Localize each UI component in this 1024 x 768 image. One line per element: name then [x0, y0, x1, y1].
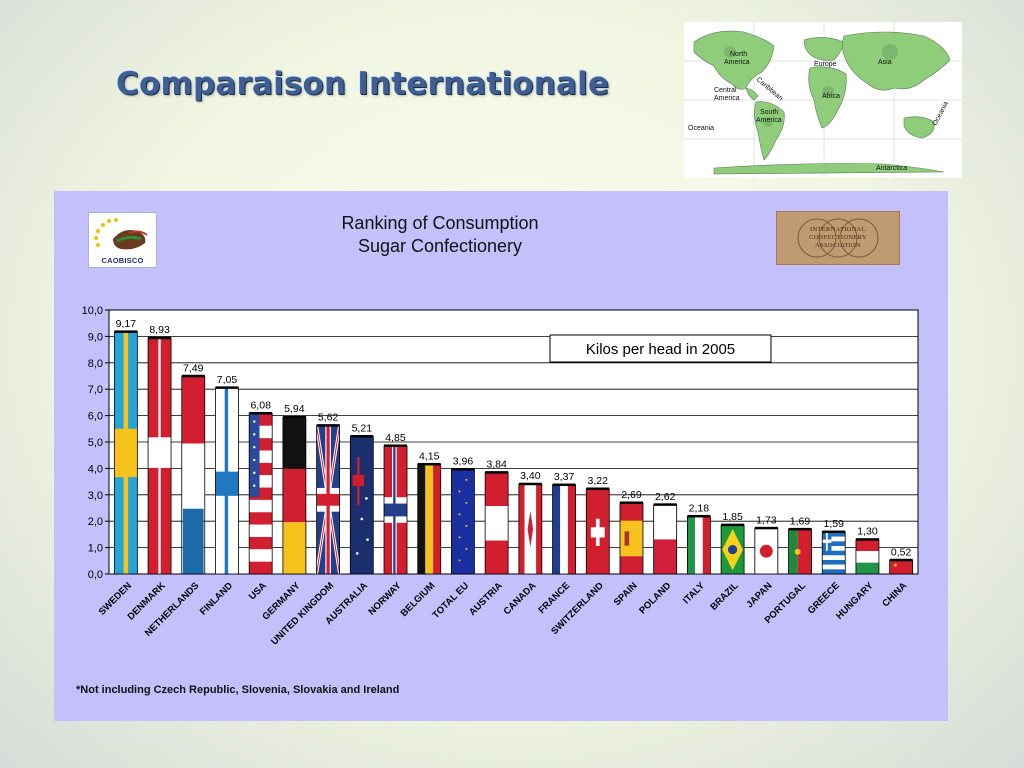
bar-spain [619, 501, 644, 575]
map-label-oceania-west: Oceania [688, 125, 714, 132]
y-tick-label: 2,0 [88, 516, 103, 528]
value-label: 2,18 [689, 502, 710, 514]
map-label-north-america-1: North [730, 51, 747, 58]
chart-title: Ranking of Consumption Sugar Confectione… [270, 212, 610, 258]
y-tick-label: 0,0 [88, 569, 103, 581]
bar-eu [451, 467, 475, 575]
bar-austria [484, 471, 509, 575]
ica-logo: INTERNATIONAL CONFECTIONERY ASSOCIATION [776, 211, 900, 265]
map-label-africa: Africa [822, 93, 840, 100]
chart-footnote: *Not including Czech Republic, Slovenia,… [76, 684, 400, 696]
value-label: 5,62 [318, 412, 339, 424]
annotation-box [549, 334, 772, 363]
world-map-image: North America Central America Caribbean … [684, 22, 962, 178]
value-label: 5,94 [284, 403, 305, 415]
value-label: 3,84 [486, 459, 507, 471]
bar-china [889, 558, 914, 575]
value-label: 3,96 [453, 455, 474, 467]
y-tick-label: 8,0 [88, 358, 103, 370]
chart-title-line1: Ranking of Consumption [341, 213, 539, 233]
chart-title-line2: Sugar Confectionery [357, 236, 523, 256]
annotation-text: Kilos per head in 2005 [586, 341, 735, 358]
y-tick-label: 3,0 [88, 490, 103, 502]
bar-brazil [720, 523, 745, 575]
map-label-north-america-2: America [724, 59, 750, 66]
map-label-central-america-1: Central [714, 87, 737, 94]
category-label: ITALY [681, 580, 708, 607]
bar-hungary [855, 538, 880, 575]
value-label: 8,93 [149, 324, 170, 336]
value-label: 1,30 [857, 526, 878, 538]
value-label: 7,49 [183, 362, 204, 374]
category-label: HUNGARY [834, 580, 876, 622]
bar-netherlands [181, 374, 206, 575]
bar-france [552, 483, 576, 575]
value-label: 2,69 [621, 489, 642, 501]
y-tick-label: 6,0 [88, 411, 103, 423]
bar-australia [349, 434, 374, 575]
bar-switzerland [585, 487, 610, 575]
value-label: 5,21 [352, 422, 373, 434]
caobisco-logo-graphic [94, 218, 148, 250]
bar-denmark [147, 336, 172, 575]
value-label: 4,85 [385, 432, 406, 444]
bar-italy [686, 514, 711, 575]
bar-japan [754, 526, 779, 575]
bar-germany [282, 415, 307, 575]
value-label: 1,85 [722, 511, 743, 523]
bar-greece [821, 530, 846, 575]
y-tick-label: 9,0 [88, 331, 103, 343]
category-label: AUSTRIA [467, 580, 505, 618]
category-label: JAPAN [744, 580, 774, 610]
category-label: SPAIN [612, 580, 640, 608]
y-tick-label: 7,0 [88, 384, 103, 396]
bar-canada [518, 482, 543, 575]
category-label: POLAND [637, 580, 673, 616]
value-label: 9,17 [116, 318, 137, 330]
map-label-europe: Europe [814, 61, 837, 68]
bar-finland [215, 386, 239, 575]
map-label-central-america-2: America [714, 95, 740, 102]
bar-norway [383, 444, 408, 575]
bar-belgium [417, 462, 442, 575]
value-label: 1,73 [756, 514, 777, 526]
y-tick-label: 5,0 [88, 437, 103, 449]
ica-logo-text: INTERNATIONAL CONFECTIONERY ASSOCIATION [809, 226, 867, 249]
map-label-asia: Asia [878, 59, 892, 66]
value-label: 3,22 [588, 475, 609, 487]
category-label: CHINA [880, 580, 909, 609]
category-label: BRAZIL [708, 580, 741, 613]
bar-sweden [113, 330, 138, 575]
map-label-south-america-2: America [756, 117, 782, 124]
bar-usa [248, 411, 273, 575]
value-label: 3,37 [554, 471, 575, 483]
y-tick-label: 1,0 [88, 543, 103, 555]
map-label-antarctica: Antarctica [876, 165, 907, 172]
category-label: FINLAND [198, 580, 235, 617]
value-label: 6,08 [250, 399, 271, 411]
value-label: 1,59 [824, 518, 845, 530]
bar-portugal [788, 527, 812, 575]
map-label-south-america-1: South [760, 109, 778, 116]
bar-poland [653, 503, 678, 575]
ica-logo-graphic [797, 218, 879, 258]
value-label: 3,40 [520, 470, 541, 482]
category-label: USA [247, 580, 269, 602]
category-label: UNITED KINGDOM [269, 580, 336, 647]
value-label: 1,69 [790, 515, 811, 527]
category-label: CANADA [502, 580, 539, 617]
caobisco-logo: CAOBISCO [88, 212, 157, 268]
value-label: 7,05 [217, 374, 238, 386]
value-label: 2,62 [655, 491, 676, 503]
bar-uk [315, 424, 342, 575]
value-label: 4,15 [419, 450, 440, 462]
y-tick-label: 4,0 [88, 463, 103, 475]
category-label: TOTAL EU [430, 580, 471, 621]
y-tick-label: 10,0 [82, 305, 103, 317]
caobisco-logo-text: CAOBISCO [101, 256, 144, 265]
value-label: 0,52 [891, 546, 912, 558]
slide-title: Comparaison Internationale [116, 66, 610, 102]
